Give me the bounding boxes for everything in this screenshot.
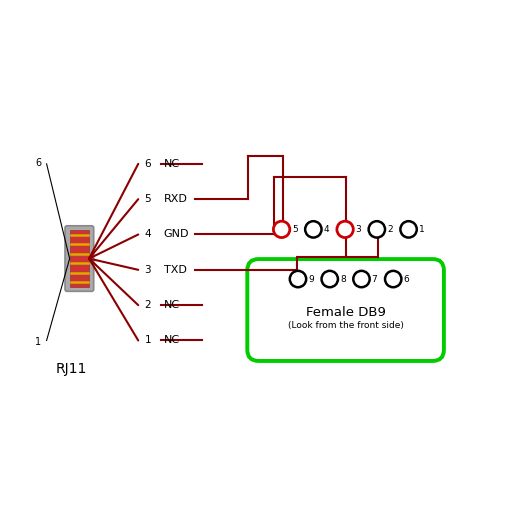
- FancyBboxPatch shape: [247, 259, 444, 361]
- Text: 9: 9: [308, 274, 314, 284]
- Text: 3: 3: [355, 225, 361, 234]
- Text: 7: 7: [372, 274, 377, 284]
- Text: RJ11: RJ11: [56, 361, 88, 376]
- Text: 1: 1: [419, 225, 424, 234]
- Text: 2: 2: [144, 300, 151, 310]
- FancyBboxPatch shape: [65, 226, 94, 291]
- Circle shape: [337, 221, 353, 238]
- Text: GND: GND: [164, 229, 189, 240]
- Text: NC: NC: [164, 300, 180, 310]
- Text: 4: 4: [144, 229, 151, 240]
- Text: (Look from the front side): (Look from the front side): [288, 321, 403, 330]
- Circle shape: [385, 271, 401, 287]
- Text: 4: 4: [324, 225, 329, 234]
- Circle shape: [305, 221, 322, 238]
- Text: 5: 5: [292, 225, 297, 234]
- Text: 1: 1: [35, 336, 41, 347]
- Circle shape: [369, 221, 385, 238]
- Text: Female DB9: Female DB9: [306, 306, 386, 319]
- Text: 6: 6: [144, 159, 151, 169]
- Circle shape: [353, 271, 370, 287]
- Text: NC: NC: [164, 335, 180, 346]
- Text: 8: 8: [340, 274, 346, 284]
- Text: 2: 2: [387, 225, 393, 234]
- Circle shape: [290, 271, 306, 287]
- Text: RXD: RXD: [164, 194, 188, 204]
- FancyBboxPatch shape: [70, 230, 89, 287]
- Text: 6: 6: [403, 274, 409, 284]
- Text: TXD: TXD: [164, 265, 187, 275]
- Text: 3: 3: [144, 265, 151, 275]
- Circle shape: [400, 221, 417, 238]
- Text: NC: NC: [164, 159, 180, 169]
- Circle shape: [322, 271, 338, 287]
- Circle shape: [273, 221, 290, 238]
- Text: 1: 1: [144, 335, 151, 346]
- Text: 5: 5: [144, 194, 151, 204]
- Text: 6: 6: [35, 158, 41, 168]
